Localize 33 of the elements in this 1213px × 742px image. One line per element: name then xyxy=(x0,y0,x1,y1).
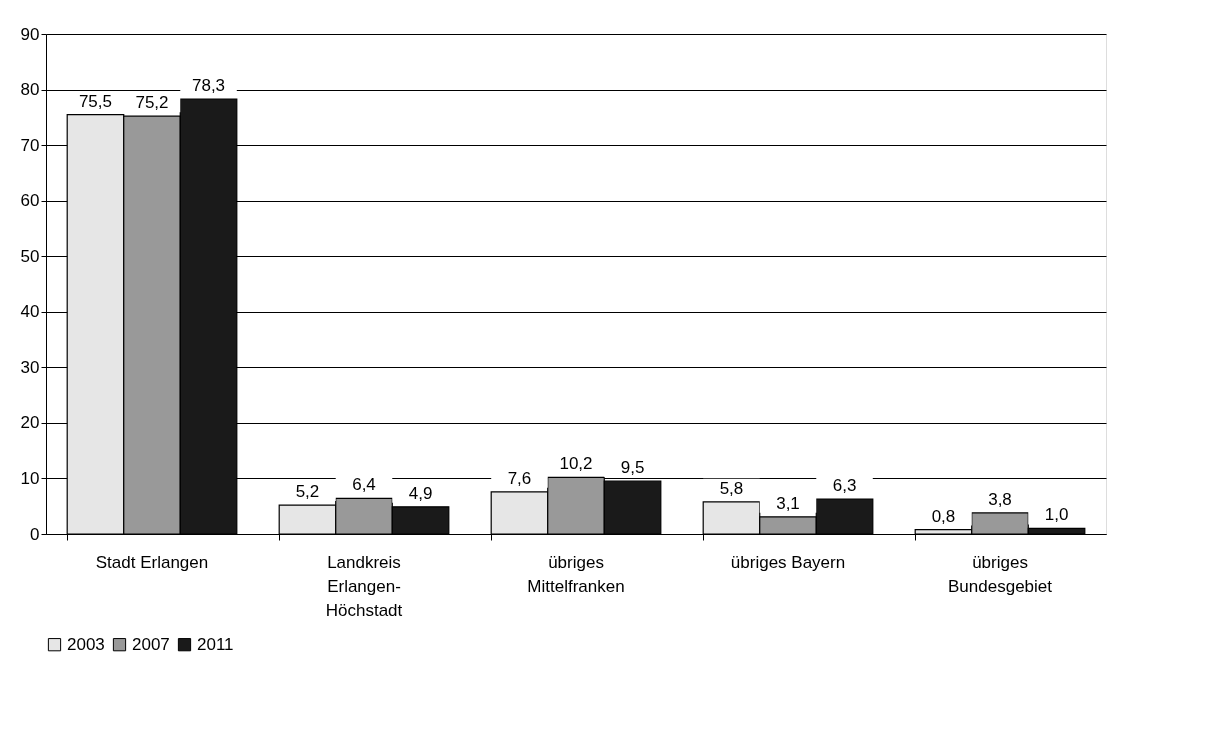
y-tick-label: 10 xyxy=(20,468,40,488)
data-label: 78,3 xyxy=(191,76,226,95)
data-label: 3,8 xyxy=(988,489,1012,509)
data-label: 10,2 xyxy=(559,454,593,474)
data-label: 6,3 xyxy=(832,476,857,495)
data-label: 3,1 xyxy=(776,493,800,513)
data-label: 75,2 xyxy=(135,93,169,113)
y-tick-label: 90 xyxy=(20,24,40,44)
x-tick-label: übriges Mittelfranken xyxy=(527,552,625,596)
data-label: 0,8 xyxy=(931,506,956,526)
data-label: 6,4 xyxy=(352,475,376,495)
data-label: 7,6 xyxy=(507,468,532,488)
data-label: 75,5 xyxy=(78,91,113,111)
data-label: 9,5 xyxy=(620,458,645,478)
y-tick-label: 60 xyxy=(20,191,40,211)
y-tick-label: 70 xyxy=(20,135,40,155)
x-tick-label: übriges Bundesgebiet xyxy=(948,552,1053,596)
legend-label: 2007 xyxy=(132,634,170,654)
y-tick-label: 40 xyxy=(20,302,40,322)
legend-label: 2003 xyxy=(67,634,105,654)
y-tick-label: 30 xyxy=(20,357,40,377)
data-label: 1,0 xyxy=(1044,505,1069,525)
x-tick-label: Landkreis Erlangen- Höchstadt xyxy=(325,552,403,620)
x-tick-label: übriges Bayern xyxy=(730,552,846,572)
y-tick-label: 80 xyxy=(20,80,40,100)
legend-label: 2011 xyxy=(197,634,234,654)
data-label: 4,9 xyxy=(408,483,433,503)
y-tick-label: 20 xyxy=(20,413,40,433)
y-tick-label: 50 xyxy=(20,246,40,266)
data-label: 5,2 xyxy=(295,482,320,502)
y-tick-label: 0 xyxy=(30,524,40,544)
x-tick-label: Stadt Erlangen xyxy=(95,552,209,572)
data-label: 5,8 xyxy=(719,478,744,498)
